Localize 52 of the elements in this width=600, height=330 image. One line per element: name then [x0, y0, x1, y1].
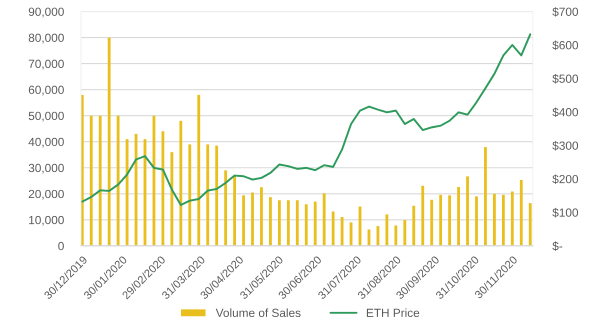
y-tick-label: 90,000 [28, 8, 64, 18]
y2-tick-label: $500 [552, 74, 578, 84]
bar [448, 195, 452, 246]
bar [144, 139, 146, 246]
bar [439, 194, 442, 246]
bar [457, 187, 460, 246]
bar [385, 214, 388, 246]
bar [269, 197, 272, 246]
bar [350, 222, 352, 246]
y-tick-label: 20,000 [28, 190, 64, 200]
bar [108, 38, 111, 246]
bar [152, 116, 156, 246]
bar [278, 200, 281, 246]
y-tick-label: 80,000 [28, 34, 64, 44]
y-tick-label: 10,000 [29, 216, 64, 226]
bar [116, 116, 120, 246]
y-tick-label: 0 [58, 242, 64, 250]
y2-tick-label: $- [552, 241, 562, 251]
y-tick-label: 60,000 [28, 86, 64, 96]
bar [233, 176, 236, 246]
bar [170, 152, 174, 246]
bar [332, 211, 335, 246]
bar [502, 194, 505, 246]
y-tick-label: 70,000 [28, 60, 64, 70]
bar [162, 131, 164, 246]
line-series [81, 33, 532, 206]
legend-label: Volume of Sales [216, 308, 301, 318]
y2-tick-label: $300 [552, 140, 578, 151]
bar [368, 229, 370, 246]
bar [484, 147, 487, 246]
y2-tick-label: $400 [552, 108, 578, 118]
bar [475, 196, 478, 246]
bar [224, 170, 228, 246]
bar [466, 176, 469, 246]
y2-tick-label: $700 [552, 7, 578, 17]
bar [251, 192, 254, 246]
bar [394, 226, 398, 246]
bar [242, 195, 245, 246]
y2-tick-label: $200 [552, 174, 578, 184]
y2-tick-label: $100 [552, 208, 578, 218]
y-tick-label: 30,000 [28, 164, 64, 174]
bar [126, 139, 128, 246]
bar [340, 216, 344, 246]
y-tick-label: 50,000 [28, 112, 64, 122]
bar [358, 206, 362, 246]
bar [492, 194, 496, 246]
y2-tick-label: $600 [552, 40, 578, 50]
bar [260, 187, 263, 246]
bar [376, 226, 380, 246]
bar [134, 134, 138, 246]
legend-label: ETH Price [366, 308, 420, 318]
y-tick-label: 40,000 [28, 138, 64, 148]
